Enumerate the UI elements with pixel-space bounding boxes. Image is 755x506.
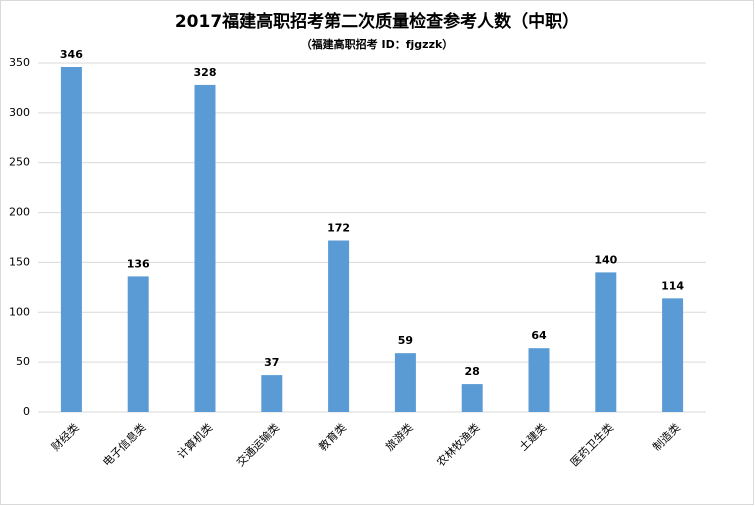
- bar: [528, 348, 550, 412]
- value-label: 328: [194, 66, 217, 79]
- y-tick-label: 250: [9, 156, 30, 169]
- bar: [60, 66, 82, 412]
- value-label: 140: [594, 253, 617, 266]
- bar: [394, 353, 416, 412]
- value-label: 28: [465, 365, 480, 378]
- chart-subtitle: （福建高职招考 ID：fjgzzk）: [301, 37, 454, 51]
- chart-title: 2017福建高职招考第二次质量检查参考人数（中职）: [175, 11, 579, 32]
- value-label: 64: [531, 329, 547, 342]
- y-tick-label: 0: [23, 405, 30, 418]
- value-label: 136: [127, 257, 150, 270]
- y-tick-label: 200: [9, 206, 30, 219]
- value-label: 114: [661, 279, 684, 292]
- bar: [194, 84, 216, 413]
- y-tick-label: 50: [16, 355, 30, 368]
- value-label: 346: [60, 48, 83, 61]
- value-label: 59: [398, 334, 413, 347]
- y-tick-label: 150: [9, 255, 30, 268]
- bar: [461, 384, 483, 412]
- bar: [127, 276, 149, 412]
- bar: [595, 272, 617, 412]
- bar: [662, 298, 684, 412]
- bar: [261, 375, 283, 412]
- bar: [328, 240, 350, 412]
- y-tick-label: 100: [9, 305, 30, 318]
- value-label: 172: [327, 221, 350, 234]
- value-label: 37: [264, 356, 279, 369]
- y-tick-label: 300: [9, 106, 30, 119]
- y-tick-label: 350: [9, 56, 30, 69]
